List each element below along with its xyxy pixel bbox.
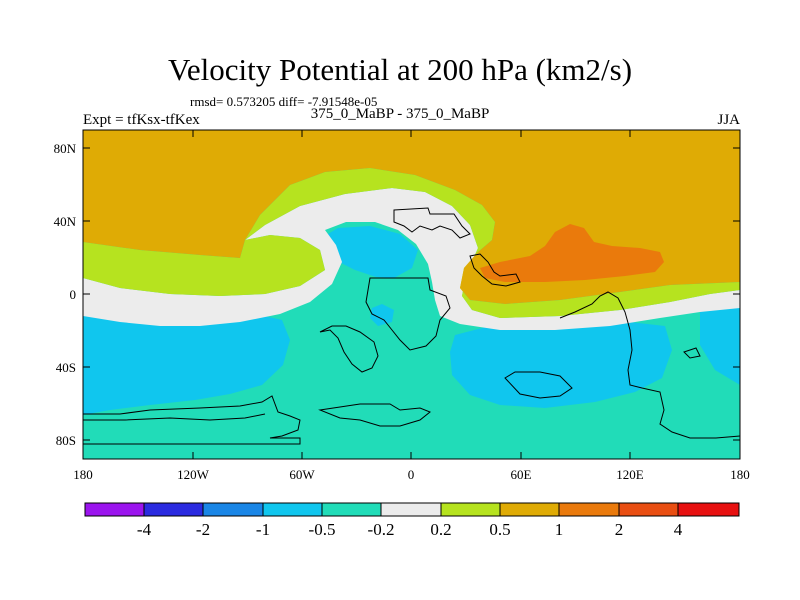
colorbar-box xyxy=(85,503,144,516)
coast-antarctica xyxy=(83,395,301,445)
colorbar-box xyxy=(322,503,381,516)
colorbar-label: -1 xyxy=(256,520,270,539)
colorbar-label: 4 xyxy=(674,520,683,539)
coast-far-east xyxy=(683,347,701,359)
region-cyan-indian xyxy=(450,322,672,408)
lon-label: 60E xyxy=(511,467,532,482)
region-cyan-south-atlantic xyxy=(370,304,394,326)
region-cyan-atlantic xyxy=(318,226,418,278)
coast-antarctica-east xyxy=(318,403,431,427)
coast-africa xyxy=(365,277,451,351)
coast-maritime xyxy=(559,291,740,439)
axis-ticks xyxy=(82,130,741,459)
lat-label: 40N xyxy=(54,214,77,229)
colorbar-box xyxy=(144,503,203,516)
region-white-band xyxy=(83,188,740,330)
colorbar-label: 1 xyxy=(555,520,564,539)
colorbar: -4 -2 -1 -0.5 -0.2 0.2 0.5 1 2 4 xyxy=(84,502,740,539)
lat-label: 40S xyxy=(56,360,76,375)
lon-label: 120W xyxy=(177,467,210,482)
colorbar-label: 0.5 xyxy=(489,520,510,539)
season-label: JJA xyxy=(717,112,740,128)
colorbar-label: -2 xyxy=(196,520,210,539)
coastlines xyxy=(83,207,740,445)
lon-label: 120E xyxy=(616,467,644,482)
experiment-label: Expt = tfKsx-tfKex xyxy=(83,112,200,128)
coast-antarctica-west xyxy=(83,413,266,421)
coast-south-america xyxy=(319,325,379,373)
colorbar-box xyxy=(619,503,678,516)
lat-label: 80N xyxy=(54,141,77,156)
stats-text: rmsd= 0.573205 diff= -7.91548e-05 xyxy=(190,94,378,109)
colorbar-label: 0.2 xyxy=(430,520,451,539)
colorbar-label: 2 xyxy=(615,520,624,539)
lat-labels: 80N 40N 0 40S 80S xyxy=(54,141,77,448)
lat-label: 0 xyxy=(70,287,77,302)
colorbar-box xyxy=(559,503,619,516)
colorbar-label: -0.5 xyxy=(309,520,336,539)
colorbar-label: -0.2 xyxy=(368,520,395,539)
plot-title: Velocity Potential at 200 hPa (km2/s) xyxy=(167,52,633,87)
coast-arabia xyxy=(469,253,521,287)
lon-label: 180 xyxy=(73,467,93,482)
lat-label: 80S xyxy=(56,433,76,448)
colorbar-box xyxy=(441,503,500,516)
colorbar-box xyxy=(678,503,739,516)
case-label: 375_0_MaBP - 375_0_MaBP xyxy=(310,106,490,122)
colorbar-box xyxy=(381,503,441,516)
lon-labels: 180 120W 60W 0 60E 120E 180 xyxy=(73,467,750,482)
region-yellowgreen xyxy=(83,168,740,318)
colorbar-box xyxy=(263,503,322,516)
colorbar-box xyxy=(203,503,263,516)
coast-europe xyxy=(393,207,471,239)
contour-fill xyxy=(83,130,740,459)
region-orange-max xyxy=(480,224,664,282)
coast-indian-edge xyxy=(504,371,573,399)
colorbar-labels: -4 -2 -1 -0.5 -0.2 0.2 0.5 1 2 4 xyxy=(137,520,683,539)
region-cyan-pacific xyxy=(83,298,290,415)
colorbar-label: -4 xyxy=(137,520,152,539)
colorbar-box xyxy=(500,503,559,516)
lon-label: 180 xyxy=(730,467,750,482)
region-cyan-east-pacific xyxy=(700,295,740,385)
lon-label: 0 xyxy=(408,467,415,482)
lon-label: 60W xyxy=(289,467,315,482)
